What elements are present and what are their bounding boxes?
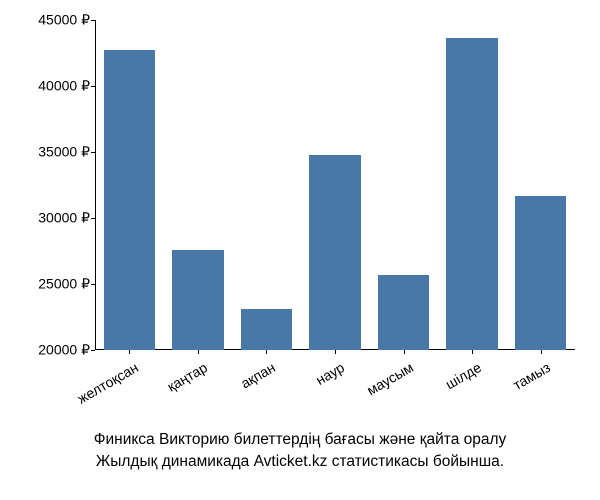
y-tick-mark: [91, 350, 95, 351]
y-tick-label: 45000 ₽: [5, 12, 90, 29]
x-tick-mark: [335, 350, 336, 354]
x-tick-mark: [541, 350, 542, 354]
x-tick-mark: [129, 350, 130, 354]
chart-container: 20000 ₽ 25000 ₽ 30000 ₽ 35000 ₽ 40000 ₽ 45000…: [0, 0, 600, 500]
y-tick-label: 35000 ₽: [5, 144, 90, 161]
y-tick-mark: [91, 284, 95, 285]
y-tick-label: 30000 ₽: [5, 210, 90, 227]
bar: [241, 309, 292, 350]
x-tick-mark: [472, 350, 473, 354]
bar: [446, 38, 497, 350]
y-tick-label: 25000 ₽: [5, 276, 90, 293]
bar: [515, 196, 566, 350]
x-tick-mark: [198, 350, 199, 354]
y-tick-mark: [91, 152, 95, 153]
y-tick-mark: [91, 20, 95, 21]
bar: [172, 250, 223, 350]
x-tick-mark: [266, 350, 267, 354]
caption-line-2: Жылдық динамикада Avticket.kz статистика…: [20, 452, 580, 473]
x-tick-mark: [404, 350, 405, 354]
y-tick-label: 20000 ₽: [5, 342, 90, 359]
y-tick-label: 40000 ₽: [5, 78, 90, 95]
y-tick-mark: [91, 86, 95, 87]
bar: [104, 50, 155, 350]
bar: [309, 155, 360, 350]
y-tick-mark: [91, 218, 95, 219]
bar: [378, 275, 429, 350]
caption-line-1: Финикса Викторию билеттердің бағасы және…: [20, 430, 580, 451]
